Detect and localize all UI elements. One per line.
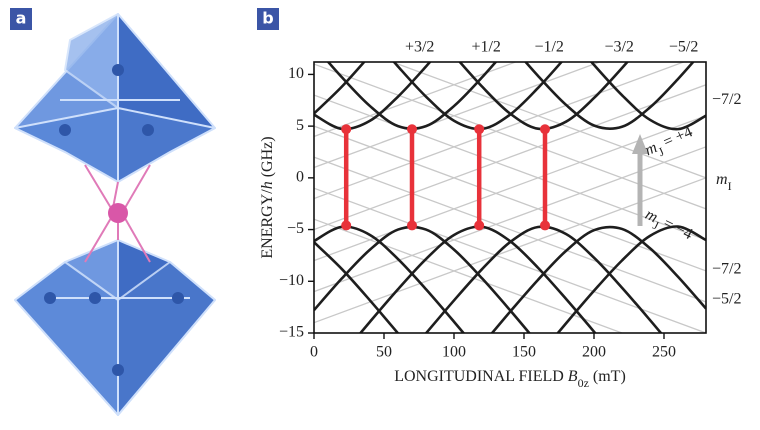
series-line — [314, 177, 706, 324]
series-line — [523, 62, 695, 130]
right-label: −7/2 — [712, 261, 741, 278]
plot-area — [314, 62, 706, 333]
series-line — [458, 62, 630, 131]
x-tick-label: 0 — [310, 344, 318, 361]
transition-dot — [407, 220, 417, 231]
text-part: h — [259, 181, 276, 189]
text-part: B — [568, 368, 578, 385]
right-title: mI — [716, 171, 732, 193]
top-label: +3/2 — [405, 39, 434, 56]
y-tick-label: −15 — [279, 324, 304, 341]
text-part: J — [651, 218, 662, 233]
y-tick-label: 5 — [296, 117, 304, 134]
series-line — [314, 63, 706, 210]
series-line — [314, 84, 706, 231]
series-line — [314, 241, 399, 333]
x-tick-label: 150 — [512, 344, 536, 361]
x-tick-label: 100 — [442, 344, 466, 361]
transition-dot — [474, 220, 485, 231]
transition-dot — [341, 124, 352, 135]
series-line — [490, 225, 706, 333]
series-line — [314, 156, 706, 303]
text-part: (mT) — [589, 368, 626, 385]
top-label: +1/2 — [471, 39, 500, 56]
series-line — [390, 62, 706, 179]
series-line — [314, 218, 624, 333]
x-tick-label: 50 — [376, 344, 392, 361]
x-tick-label: 250 — [652, 344, 676, 361]
text-part: LONGITUDINAL FIELD — [394, 368, 568, 385]
series-line — [314, 62, 518, 138]
text-part: J — [656, 144, 666, 159]
y-tick-label: 10 — [288, 65, 304, 82]
transition-dot — [474, 124, 485, 135]
right-label: −7/2 — [712, 91, 741, 108]
annotation: mJ = −4 — [640, 206, 695, 248]
series-line — [314, 125, 706, 272]
molecule-illustration — [14, 13, 216, 416]
series-line — [314, 62, 432, 131]
text-part: 0z — [578, 376, 589, 390]
series-line — [314, 62, 686, 200]
text-part: (GHz) — [259, 136, 276, 181]
text-part: ENERGY/ — [259, 189, 276, 259]
panel-badge — [257, 8, 279, 30]
series-line — [326, 62, 498, 130]
y-axis-title: ENERGY/h (GHz) — [259, 136, 276, 258]
x-axis-title: LONGITUDINAL FIELD B0z (mT) — [394, 368, 626, 390]
panel-label: b — [262, 9, 273, 28]
top-label: −5/2 — [669, 39, 698, 56]
series-line — [556, 225, 706, 333]
series-line — [425, 225, 663, 333]
series-line — [392, 62, 564, 131]
right-label: −5/2 — [712, 291, 741, 308]
panel-badge — [10, 8, 32, 30]
y-tick-label: −5 — [287, 220, 304, 237]
transition-dot — [341, 220, 352, 231]
transition-dot — [540, 220, 550, 231]
arrow-head — [632, 134, 648, 154]
plot-frame — [313, 61, 707, 334]
top-label: −3/2 — [604, 39, 633, 56]
panel-label: a — [16, 9, 27, 28]
text-part: I — [728, 179, 732, 193]
y-tick-label: −10 — [279, 272, 304, 289]
transition-dot — [407, 124, 417, 135]
transition-dot — [540, 124, 550, 135]
top-label: −1/2 — [534, 39, 563, 56]
text-part: m — [716, 171, 728, 188]
series-line — [314, 225, 531, 333]
x-tick-label: 200 — [582, 344, 606, 361]
text-part: = −4 — [657, 213, 695, 243]
series-line — [314, 187, 706, 333]
series-line — [314, 62, 602, 169]
y-tick-label: 0 — [296, 169, 304, 186]
